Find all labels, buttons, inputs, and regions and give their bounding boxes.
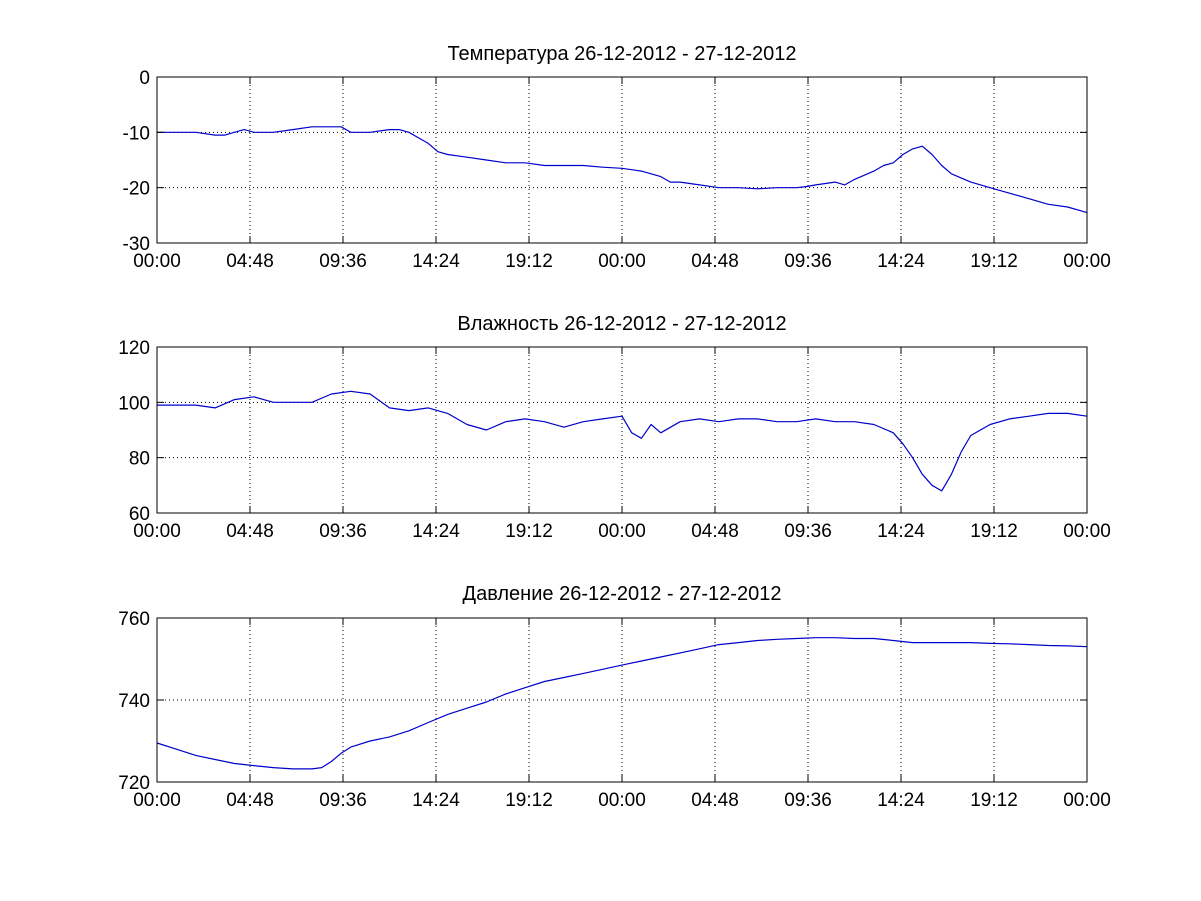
humidity-x-tick-label-5: 00:00 <box>598 521 646 542</box>
temperature-series-line-0 <box>157 126 1088 214</box>
pressure-x-tick-label-1: 04:48 <box>226 790 274 811</box>
humidity-y-tick-label-3: 120 <box>118 338 150 359</box>
humidity-subplot: Влажность 26-12-2012 - 27-12-2012 00:00 0… <box>118 313 1110 542</box>
pressure-plot-area: 00:00 04:48 09:36 14:24 19:12 00:00 04:48 09:36… <box>118 609 1110 811</box>
humidity-x-tick-label-4: 19:12 <box>505 521 553 542</box>
pressure-x-tick-label-7: 09:36 <box>784 790 832 811</box>
pressure-x-tick-label-2: 09:36 <box>319 790 367 811</box>
pressure-x-tick-label-9: 19:12 <box>970 790 1018 811</box>
pressure-x-tick-label-0: 00:00 <box>133 790 181 811</box>
temperature-y-tick-label-2: -10 <box>123 123 150 144</box>
pressure-x-tick-label-4: 19:12 <box>505 790 553 811</box>
pressure-x-tick-label-8: 14:24 <box>877 790 925 811</box>
humidity-x-tick-label-1: 04:48 <box>226 521 274 542</box>
temperature-subplot: Температура 26-12-2012 - 27-12-2012 00:0… <box>123 43 1111 272</box>
humidity-y-tick-label-0: 60 <box>129 504 150 525</box>
temperature-x-tick-label-10: 00:00 <box>1063 251 1111 272</box>
temperature-x-tick-label-1: 04:48 <box>226 251 274 272</box>
pressure-y-tick-label-0: 720 <box>118 773 150 794</box>
pressure-x-tick-label-3: 14:24 <box>412 790 460 811</box>
temperature-x-tick-label-8: 14:24 <box>877 251 925 272</box>
humidity-x-tick-label-6: 04:48 <box>691 521 739 542</box>
humidity-x-tick-label-9: 19:12 <box>970 521 1018 542</box>
temperature-x-tick-label-3: 14:24 <box>412 251 460 272</box>
humidity-x-tick-label-2: 09:36 <box>319 521 367 542</box>
humidity-plot-area: 00:00 04:48 09:36 14:24 19:12 00:00 04:48 09:36… <box>118 338 1110 542</box>
temperature-y-tick-label-3: 0 <box>139 68 150 89</box>
humidity-x-tick-label-7: 09:36 <box>784 521 832 542</box>
temperature-title: Температура 26-12-2012 - 27-12-2012 <box>447 43 796 65</box>
humidity-y-tick-label-2: 100 <box>118 393 150 414</box>
temperature-y-tick-label-0: -30 <box>123 234 150 255</box>
humidity-y-tick-label-1: 80 <box>129 449 150 470</box>
pressure-y-tick-label-1: 740 <box>118 691 150 712</box>
temperature-plot-area: 00:00 04:48 09:36 14:24 19:12 00:00 04:48 09:36… <box>123 68 1111 272</box>
pressure-x-tick-label-5: 00:00 <box>598 790 646 811</box>
humidity-x-tick-label-0: 00:00 <box>133 521 181 542</box>
pressure-x-tick-label-10: 00:00 <box>1063 790 1111 811</box>
pressure-subplot: Давление 26-12-2012 - 27-12-2012 00:00 04… <box>118 583 1110 811</box>
temperature-x-tick-label-0: 00:00 <box>133 251 181 272</box>
humidity-x-tick-label-8: 14:24 <box>877 521 925 542</box>
temperature-x-tick-label-5: 00:00 <box>598 251 646 272</box>
temperature-x-tick-label-7: 09:36 <box>784 251 832 272</box>
pressure-title: Давление 26-12-2012 - 27-12-2012 <box>463 583 782 605</box>
humidity-series-line-0 <box>157 390 1088 492</box>
pressure-x-tick-label-6: 04:48 <box>691 790 739 811</box>
temperature-x-tick-label-4: 19:12 <box>505 251 553 272</box>
pressure-y-tick-label-2: 760 <box>118 609 150 630</box>
humidity-x-tick-label-3: 14:24 <box>412 521 460 542</box>
temperature-x-tick-label-9: 19:12 <box>970 251 1018 272</box>
temperature-x-tick-label-2: 09:36 <box>319 251 367 272</box>
pressure-series-line-0 <box>156 637 1088 770</box>
humidity-x-tick-label-10: 00:00 <box>1063 521 1111 542</box>
temperature-x-tick-label-6: 04:48 <box>691 251 739 272</box>
temperature-y-tick-label-1: -20 <box>123 179 150 200</box>
humidity-title: Влажность 26-12-2012 - 27-12-2012 <box>457 313 786 335</box>
